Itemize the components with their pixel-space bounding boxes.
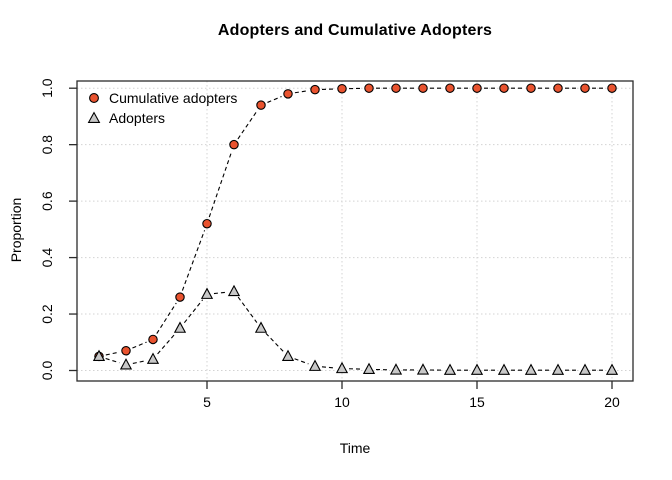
data-point-circle xyxy=(499,83,509,93)
data-point-circle xyxy=(148,334,158,345)
data-point-triangle xyxy=(335,361,349,374)
data-point-circle xyxy=(580,83,590,93)
x-tick-label: 5 xyxy=(203,394,211,410)
legend-item-adopters: Adopters xyxy=(86,108,237,128)
data-point-circle xyxy=(607,83,617,93)
data-point-triangle xyxy=(443,363,457,375)
data-point-circle xyxy=(553,83,563,93)
data-point-triangle xyxy=(497,363,511,375)
data-point-triangle xyxy=(470,363,484,375)
data-point-triangle xyxy=(254,321,268,333)
data-point-circle xyxy=(364,83,374,93)
data-point-triangle xyxy=(362,362,376,375)
legend: Cumulative adopters Adopters xyxy=(86,88,237,128)
legend-label: Adopters xyxy=(109,110,166,126)
triangle-marker-icon xyxy=(86,111,102,125)
data-point-circle xyxy=(202,218,212,229)
y-axis-label: Proportion xyxy=(8,197,24,263)
y-tick-label: 0.4 xyxy=(39,248,55,268)
chart-title: Adopters and Cumulative Adopters xyxy=(217,22,493,39)
data-point-triangle xyxy=(200,287,214,299)
data-point-triangle xyxy=(605,363,619,375)
y-tick-label: 0.0 xyxy=(39,361,55,381)
y-tick-label: 0.8 xyxy=(39,135,55,155)
data-point-triangle xyxy=(308,359,322,371)
legend-label: Cumulative adopters xyxy=(109,90,238,106)
data-point-triangle xyxy=(578,363,592,375)
x-tick-label: 10 xyxy=(334,394,350,410)
x-axis-label: Time xyxy=(339,440,371,456)
data-point-circle xyxy=(337,84,347,94)
data-point-circle xyxy=(121,345,131,356)
series-cumulative-adopters xyxy=(94,83,617,362)
y-tick-label: 0.2 xyxy=(39,304,55,324)
x-tick-label: 20 xyxy=(604,394,620,410)
data-point-triangle xyxy=(227,284,241,297)
data-point-triangle xyxy=(281,349,295,362)
data-point-circle xyxy=(391,83,401,93)
legend-item-cumulative: Cumulative adopters xyxy=(86,88,237,108)
x-tick-label: 15 xyxy=(469,394,485,410)
data-point-triangle xyxy=(173,321,187,333)
data-point-triangle xyxy=(119,358,133,370)
data-point-circle xyxy=(472,83,482,93)
x-axis-ticks: 5 10 15 20 xyxy=(203,381,620,410)
data-point-circle xyxy=(526,83,536,93)
data-point-circle xyxy=(229,139,239,150)
data-point-triangle xyxy=(389,363,403,375)
series-adopters xyxy=(92,284,619,375)
y-tick-label: 0.6 xyxy=(39,191,55,211)
data-point-triangle xyxy=(416,363,430,375)
data-point-triangle xyxy=(92,349,106,362)
y-tick-label: 1.0 xyxy=(39,78,55,98)
data-point-circle xyxy=(256,100,266,110)
data-point-triangle xyxy=(551,363,565,375)
data-point-triangle xyxy=(524,363,538,375)
data-point-circle xyxy=(175,292,185,302)
plot-border xyxy=(76,80,634,382)
data-point-triangle xyxy=(146,352,160,364)
data-point-circle xyxy=(445,83,455,93)
circle-marker-icon xyxy=(86,91,102,105)
data-point-circle xyxy=(283,89,293,99)
y-axis-ticks: 0.0 0.2 0.4 0.6 0.8 1.0 xyxy=(39,78,77,380)
data-point-circle xyxy=(310,84,320,95)
data-point-circle xyxy=(418,83,428,93)
